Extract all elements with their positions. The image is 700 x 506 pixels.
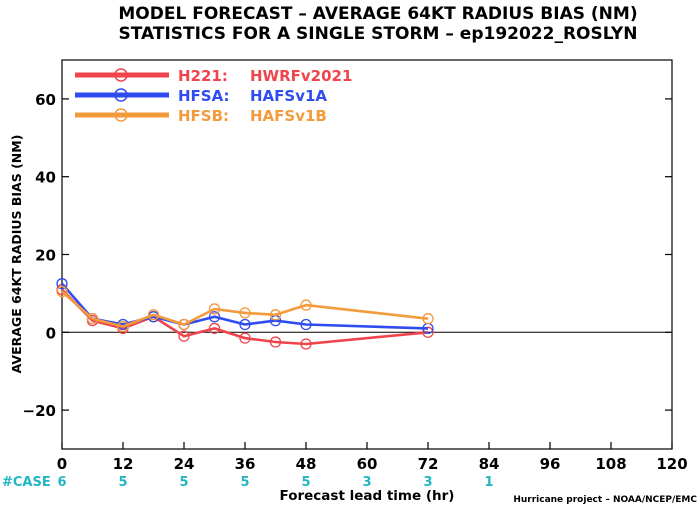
legend-marker — [114, 68, 128, 82]
y-tick-label: −20 — [23, 402, 56, 420]
case-count: 5 — [179, 475, 188, 490]
credit-text: Hurricane project – NOAA/NCEP/EMC — [513, 495, 697, 505]
data-point — [178, 330, 190, 342]
data-point — [56, 278, 68, 290]
y-tick-label: 40 — [35, 169, 56, 187]
case-count: 1 — [484, 475, 493, 490]
x-tick-label: 12 — [113, 455, 134, 473]
legend-code: H221: — [178, 67, 228, 85]
x-tick-label: 84 — [479, 455, 500, 473]
chart-title-line1: MODEL FORECAST – AVERAGE 64KT RADIUS BIA… — [118, 4, 637, 24]
y-tick-label: 0 — [46, 324, 56, 342]
data-point — [178, 318, 190, 331]
x-tick-label: 120 — [656, 455, 687, 473]
legend-code: HFSA: — [178, 87, 230, 105]
legend-marker — [114, 88, 128, 102]
case-count: 5 — [118, 475, 127, 490]
data-point — [239, 332, 251, 344]
x-tick-label: 0 — [57, 455, 67, 473]
series-group — [56, 278, 434, 350]
legend: H221: HWRFv2021 HFSA: HAFSv1A HFSB: HAFSv1B — [75, 67, 352, 125]
y-tick-label: 60 — [35, 91, 56, 109]
case-count: 3 — [362, 475, 371, 490]
x-tick-label: 48 — [296, 455, 317, 473]
data-point — [300, 318, 312, 331]
legend-name: HAFSv1A — [250, 87, 327, 105]
y-axis-ticks: −20 0 20 40 60 — [23, 91, 672, 420]
case-count: 6 — [57, 475, 66, 490]
data-point — [56, 285, 68, 298]
x-axis-ticks: 0 12 24 36 48 60 72 84 96 108 120 — [57, 442, 688, 473]
data-point — [300, 299, 312, 311]
case-count: 5 — [240, 475, 249, 490]
plot-frame — [61, 59, 673, 450]
legend-name: HWRFv2021 — [250, 67, 352, 85]
legend-marker — [114, 108, 128, 122]
y-tick-label: 20 — [35, 247, 56, 265]
x-tick-label: 60 — [357, 455, 378, 473]
data-point — [422, 313, 434, 325]
data-point — [117, 320, 129, 333]
y-axis-label: AVERAGE 64KT RADIUS BIAS (NM) — [9, 135, 24, 374]
series-line-hafsv1a — [61, 282, 429, 330]
data-point — [86, 313, 99, 325]
case-count: 5 — [301, 475, 310, 490]
data-point — [300, 338, 312, 350]
x-tick-label: 72 — [418, 455, 439, 473]
data-point — [269, 309, 282, 321]
x-tick-label: 108 — [595, 455, 626, 473]
x-tick-label: 36 — [235, 455, 256, 473]
case-counts: 6 5 5 5 5 3 3 1 — [57, 475, 493, 490]
x-tick-label: 96 — [540, 455, 561, 473]
data-point — [147, 309, 160, 321]
data-point — [208, 322, 221, 335]
x-axis-label: Forecast lead time (hr) — [280, 488, 455, 504]
series-line-hwrfv2021 — [61, 288, 429, 346]
data-point — [269, 336, 282, 348]
case-count: 3 — [423, 475, 432, 490]
legend-name: HAFSv1B — [250, 107, 327, 125]
data-point — [239, 318, 251, 331]
data-point — [239, 307, 251, 319]
chart-title-line2: STATISTICS FOR A SINGLE STORM – ep192022… — [119, 24, 638, 44]
data-point — [208, 311, 221, 323]
x-tick-label: 24 — [174, 455, 195, 473]
legend-code: HFSB: — [178, 107, 229, 125]
data-point — [208, 303, 221, 315]
series-line-hafsv1b — [61, 290, 429, 328]
case-label: #CASE — [2, 475, 51, 490]
